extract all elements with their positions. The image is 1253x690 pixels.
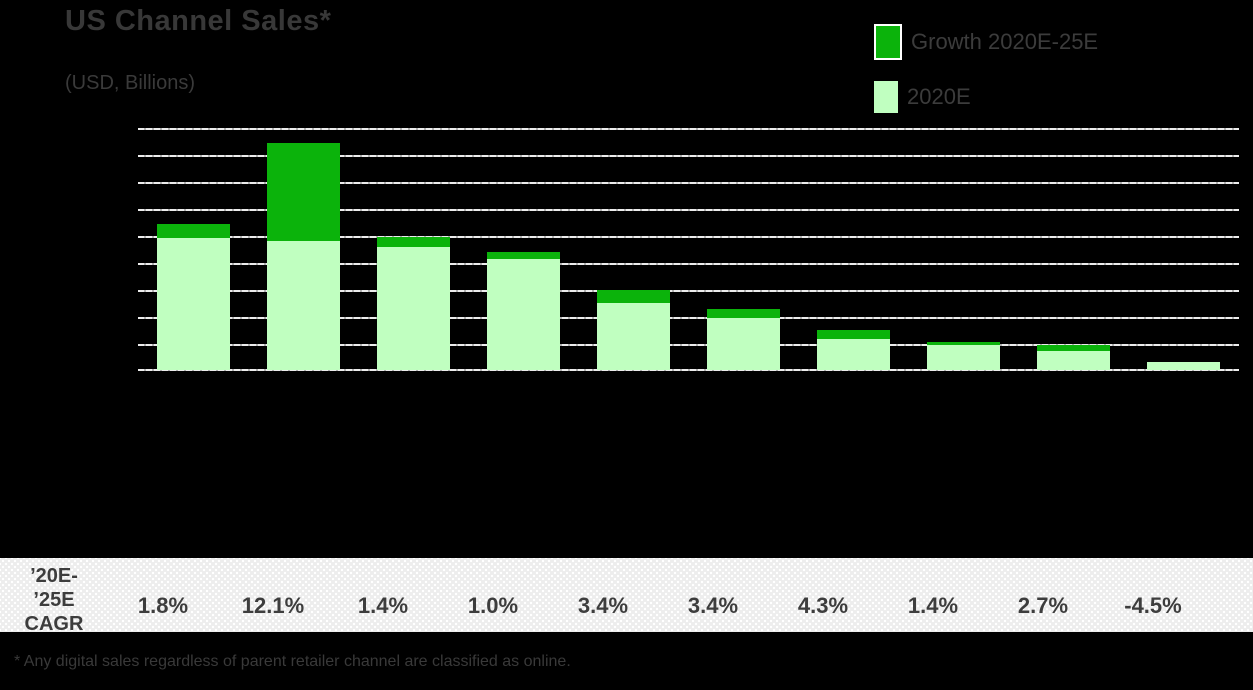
- growth-segment: [707, 308, 781, 318]
- legend-item-growth: Growth 2020E-25E: [874, 24, 1098, 60]
- legend-label-growth: Growth 2020E-25E: [911, 29, 1099, 54]
- growth-segment: [927, 341, 1001, 345]
- cagr-row-label-line: ’20E-: [30, 565, 78, 587]
- cagr-band: ’20E- ’25E CAGR 1.8% 12.1% 1.4% 1.0% 3.4…: [0, 558, 1253, 635]
- cagr-value: 1.4%: [357, 593, 409, 618]
- plot-area: [138, 128, 1239, 371]
- gridline: [138, 128, 1239, 130]
- cagr-value: 1.8%: [137, 593, 189, 618]
- units-subtitle: (USD, Billions): [65, 72, 196, 94]
- bar-channel-5: [596, 290, 670, 370]
- x-axis-line: [138, 369, 1239, 371]
- footnote: * Any digital sales regardless of parent…: [14, 653, 571, 670]
- base-2020e-segment: [1147, 361, 1221, 370]
- cagr-value: 1.4%: [907, 593, 959, 618]
- bar-channel-8: [927, 341, 1001, 370]
- cagr-value: 2.7%: [1017, 593, 1069, 618]
- gridline: [138, 344, 1239, 346]
- growth-segment: [1037, 345, 1111, 351]
- base-2020e-segment: [266, 240, 340, 370]
- base-2020e-segment: [596, 303, 670, 370]
- base-2020e-segment: [156, 237, 230, 370]
- base-2020e-segment: [376, 246, 450, 370]
- growth-segment: [376, 236, 450, 247]
- growth-segment: [156, 223, 230, 238]
- cagr-value: 4.3%: [797, 593, 849, 618]
- cagr-value: 1.0%: [467, 593, 519, 618]
- gridline: [138, 236, 1239, 238]
- bar-channel-6: [707, 308, 781, 370]
- bar-channel-2: [266, 142, 340, 370]
- page-title: US Channel Sales*: [65, 5, 332, 37]
- gridline: [138, 317, 1239, 319]
- bar-channel-7: [817, 330, 891, 370]
- base-2020e-segment: [927, 344, 1001, 370]
- legend-label-2020e: 2020E: [907, 84, 971, 109]
- gridline: [138, 263, 1239, 265]
- base-swatch-icon: [874, 81, 898, 113]
- bar-channel-3: [376, 236, 450, 370]
- growth-segment: [486, 251, 560, 259]
- bar-channel-1: [156, 223, 230, 370]
- cagr-row-label: ’20E- ’25E CAGR: [0, 558, 108, 635]
- legend-item-2020e: 2020E: [874, 81, 971, 113]
- base-2020e-segment: [817, 338, 891, 370]
- cagr-value: 3.4%: [577, 593, 629, 618]
- bar-channel-9: [1037, 345, 1111, 370]
- cagr-value: 12.1%: [241, 593, 305, 618]
- cagr-value: -4.5%: [1124, 593, 1182, 618]
- cagr-cells: 1.8% 12.1% 1.4% 1.0% 3.4% 3.4% 4.3% 1.4%…: [108, 558, 1208, 632]
- gridline: [138, 155, 1239, 157]
- base-2020e-segment: [1037, 350, 1111, 370]
- base-2020e-segment: [486, 258, 560, 370]
- cagr-value: 3.4%: [687, 593, 739, 618]
- cagr-row-label-line: ’25E: [33, 589, 75, 611]
- growth-segment: [817, 330, 891, 339]
- gridline: [138, 209, 1239, 211]
- growth-segment: [266, 142, 340, 241]
- bar-channel-4: [486, 251, 560, 370]
- bar-channel-10: [1147, 361, 1221, 370]
- cagr-row-label-line: CAGR: [24, 613, 84, 635]
- gridline: [138, 182, 1239, 184]
- gridline: [138, 290, 1239, 292]
- base-2020e-segment: [707, 317, 781, 370]
- growth-swatch-icon: [874, 24, 902, 60]
- growth-segment: [596, 290, 670, 304]
